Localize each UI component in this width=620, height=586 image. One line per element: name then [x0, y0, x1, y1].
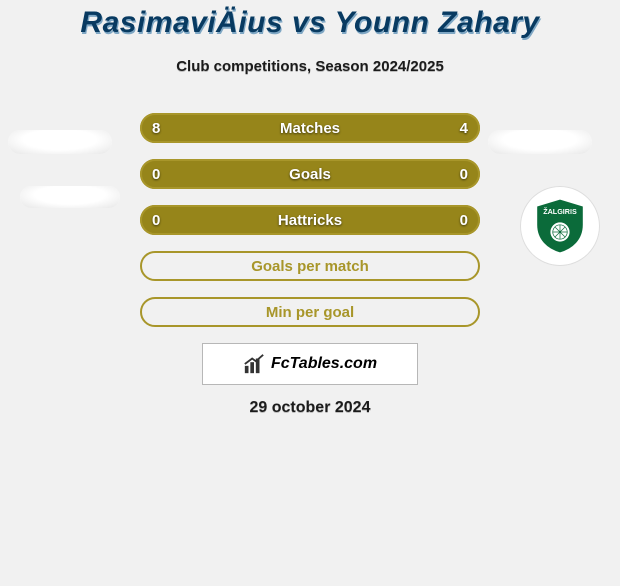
stat-value-left: 8	[152, 113, 160, 143]
stat-value-right: 0	[460, 205, 468, 235]
stat-row: Hattricks0 0	[140, 205, 480, 235]
brand-text: FcTables.com	[271, 355, 377, 373]
player-silhouette	[488, 130, 592, 154]
stat-row: Goals0 0	[140, 159, 480, 189]
stat-label: Hattricks	[140, 205, 480, 235]
bars-icon	[243, 353, 265, 375]
club-badge: ŽALGIRIS	[520, 186, 600, 266]
stat-label: Goals per match	[140, 251, 480, 281]
stat-value-left: 0	[152, 159, 160, 189]
stat-label: Matches	[140, 113, 480, 143]
stat-value-left: 0	[152, 205, 160, 235]
stat-row: Matches8 4	[140, 113, 480, 143]
subtitle: Club competitions, Season 2024/2025	[0, 58, 620, 75]
player-silhouette	[8, 130, 112, 154]
shield-icon: ŽALGIRIS	[530, 196, 590, 256]
stat-value-right: 4	[460, 113, 468, 143]
stat-row: Min per goal	[140, 297, 480, 327]
player-silhouette	[20, 186, 120, 208]
stat-row: Goals per match	[140, 251, 480, 281]
stat-label: Min per goal	[140, 297, 480, 327]
page-title: RasimaviÄius vs Younn Zahary	[0, 6, 620, 40]
generated-date: 29 october 2024	[0, 399, 620, 417]
brand-badge: FcTables.com	[202, 343, 418, 385]
stat-value-right: 0	[460, 159, 468, 189]
svg-text:ŽALGIRIS: ŽALGIRIS	[543, 207, 577, 216]
stat-label: Goals	[140, 159, 480, 189]
